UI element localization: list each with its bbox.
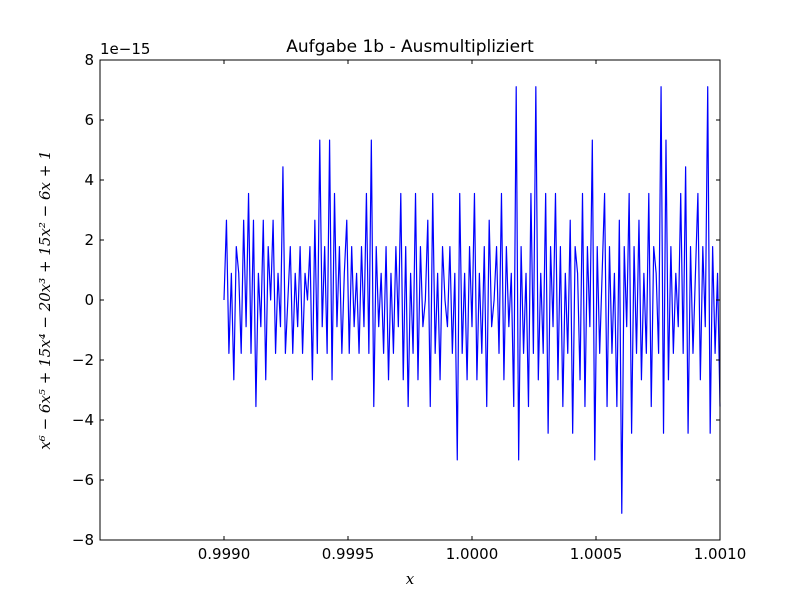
y-tick-label: 6 <box>84 111 94 129</box>
y-tick-label: 0 <box>84 291 94 309</box>
x-axis-label: x <box>406 570 415 588</box>
y-axis-label: x⁶ − 6x⁵ + 15x⁴ − 20x³ + 15x² − 6x + 1 <box>36 150 54 449</box>
y-tick-label: −2 <box>72 351 94 369</box>
y-tick-label: −8 <box>72 531 94 549</box>
y-tick-label: 4 <box>84 171 94 189</box>
x-tick-label: 0.9995 <box>322 545 375 563</box>
x-tick-label: 1.0005 <box>570 545 623 563</box>
series-line-0 <box>223 86 721 514</box>
series-line-group <box>223 86 721 514</box>
y-tick-label: −6 <box>72 471 94 489</box>
x-tick-label: 1.0000 <box>446 545 499 563</box>
x-tick-label: 1.0010 <box>694 545 747 563</box>
plot-frame <box>99 59 721 541</box>
chart-title: Aufgabe 1b - Ausmultipliziert <box>286 37 534 57</box>
y-ticks-group: −8 −6 −4 −2 0 2 4 6 8 <box>72 51 720 549</box>
y-tick-label: −4 <box>72 411 94 429</box>
x-ticks-group: 0.9990 0.9995 1.0000 1.0005 1.0010 <box>198 60 747 563</box>
x-tick-label: 0.9990 <box>198 545 251 563</box>
y-tick-label: 8 <box>84 51 94 69</box>
y-offset-text: 1e−15 <box>100 40 150 58</box>
y-tick-label: 2 <box>84 231 94 249</box>
